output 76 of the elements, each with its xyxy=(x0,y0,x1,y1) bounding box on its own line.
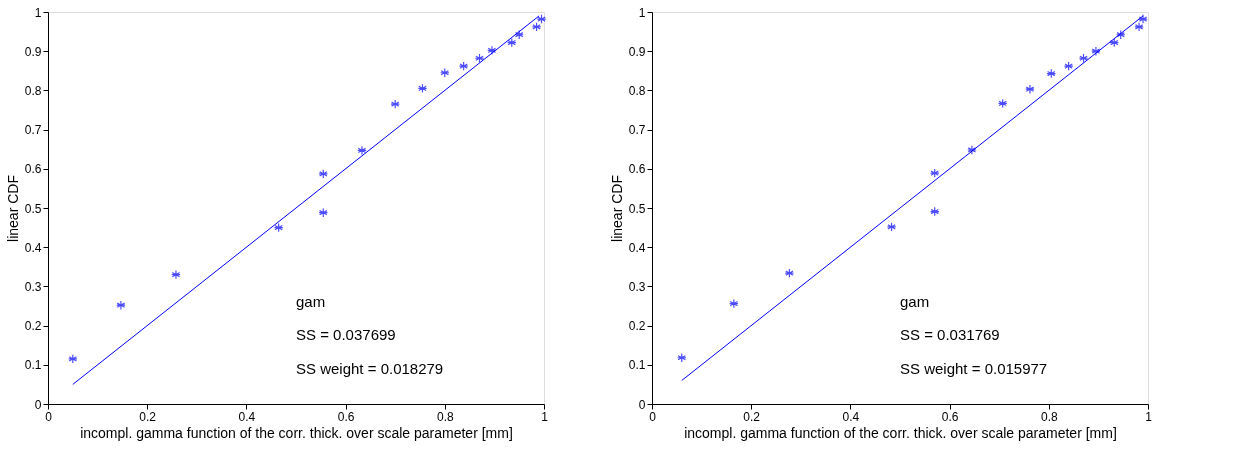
point xyxy=(1025,84,1035,95)
annotation: SS weight = 0.018279 xyxy=(296,359,444,377)
point xyxy=(487,45,497,56)
annotation: gam xyxy=(900,293,930,311)
y-tick-label: 1 xyxy=(34,5,42,20)
point xyxy=(1046,68,1057,79)
x-tick-label: 0.6 xyxy=(337,409,355,424)
y-tick-label: 0.2 xyxy=(24,319,42,334)
x-tick-label: 1 xyxy=(541,409,549,424)
x-tick-label: 0.2 xyxy=(139,409,157,424)
annotation: SS = 0.031769 xyxy=(900,326,1000,344)
y-tick-label: 0.4 xyxy=(628,240,646,255)
point xyxy=(886,222,897,232)
y-tick-label: 0 xyxy=(638,397,646,412)
point xyxy=(676,352,687,363)
annotation: SS = 0.037699 xyxy=(296,326,396,344)
y-tick-label: 1 xyxy=(638,5,646,20)
x-tick-label: 0 xyxy=(649,409,657,424)
point xyxy=(318,169,329,179)
point xyxy=(531,22,542,32)
y-axis-title: linear CDF xyxy=(608,175,625,242)
point xyxy=(514,29,524,40)
point xyxy=(729,298,739,309)
y-tick-label: 0.3 xyxy=(628,279,646,294)
point xyxy=(784,268,795,278)
x-tick-label: 0.2 xyxy=(743,409,761,424)
point xyxy=(929,206,940,217)
y-tick-label: 0.9 xyxy=(628,44,646,59)
y-tick-label: 0 xyxy=(34,397,42,412)
annotation: gam xyxy=(296,293,326,311)
y-axis-title: linear CDF xyxy=(4,175,21,242)
x-tick-label: 0.8 xyxy=(1040,409,1058,424)
y-tick-label: 0.7 xyxy=(24,123,42,138)
point xyxy=(390,99,400,109)
point xyxy=(440,67,450,78)
y-tick-label: 0.7 xyxy=(628,123,646,138)
point xyxy=(997,98,1008,109)
x-axis-title: incompl. gamma function of the corr. thick. over scale parameter [mm] xyxy=(80,424,513,441)
point xyxy=(68,354,78,364)
point xyxy=(929,168,940,178)
point xyxy=(967,145,977,155)
x-tick-label: 0 xyxy=(45,409,53,424)
x-tick-label: 1 xyxy=(1145,409,1153,424)
point xyxy=(417,83,428,94)
point xyxy=(1091,46,1101,56)
y-tick-label: 0.6 xyxy=(24,162,42,177)
y-tick-label: 0.2 xyxy=(628,319,646,334)
point xyxy=(1063,61,1074,71)
y-tick-label: 0.1 xyxy=(628,358,646,373)
point xyxy=(357,145,367,156)
y-tick-label: 0.3 xyxy=(24,279,42,294)
point xyxy=(116,300,126,310)
point xyxy=(1109,37,1120,48)
point xyxy=(171,269,181,280)
point xyxy=(273,222,284,233)
x-tick-label: 0.8 xyxy=(436,409,454,424)
point xyxy=(1115,29,1126,40)
point xyxy=(1134,22,1144,32)
point xyxy=(506,37,517,48)
y-tick-label: 0.9 xyxy=(24,44,42,59)
y-tick-label: 0.6 xyxy=(628,162,646,177)
point xyxy=(474,53,485,64)
y-tick-label: 0.5 xyxy=(24,201,42,216)
y-tick-label: 0.8 xyxy=(628,83,646,98)
y-tick-label: 0.5 xyxy=(628,201,646,216)
annotation: SS weight = 0.015977 xyxy=(900,359,1048,377)
point xyxy=(1078,53,1089,64)
point xyxy=(318,207,329,218)
x-tick-label: 0.4 xyxy=(842,409,860,424)
x-tick-label: 0.4 xyxy=(238,409,256,424)
x-tick-label: 0.6 xyxy=(941,409,959,424)
y-tick-label: 0.4 xyxy=(24,240,42,255)
point xyxy=(458,61,469,71)
y-tick-label: 0.8 xyxy=(24,83,42,98)
x-axis-title: incompl. gamma function of the corr. thick. over scale parameter [mm] xyxy=(684,424,1117,441)
y-tick-label: 0.1 xyxy=(24,358,42,373)
